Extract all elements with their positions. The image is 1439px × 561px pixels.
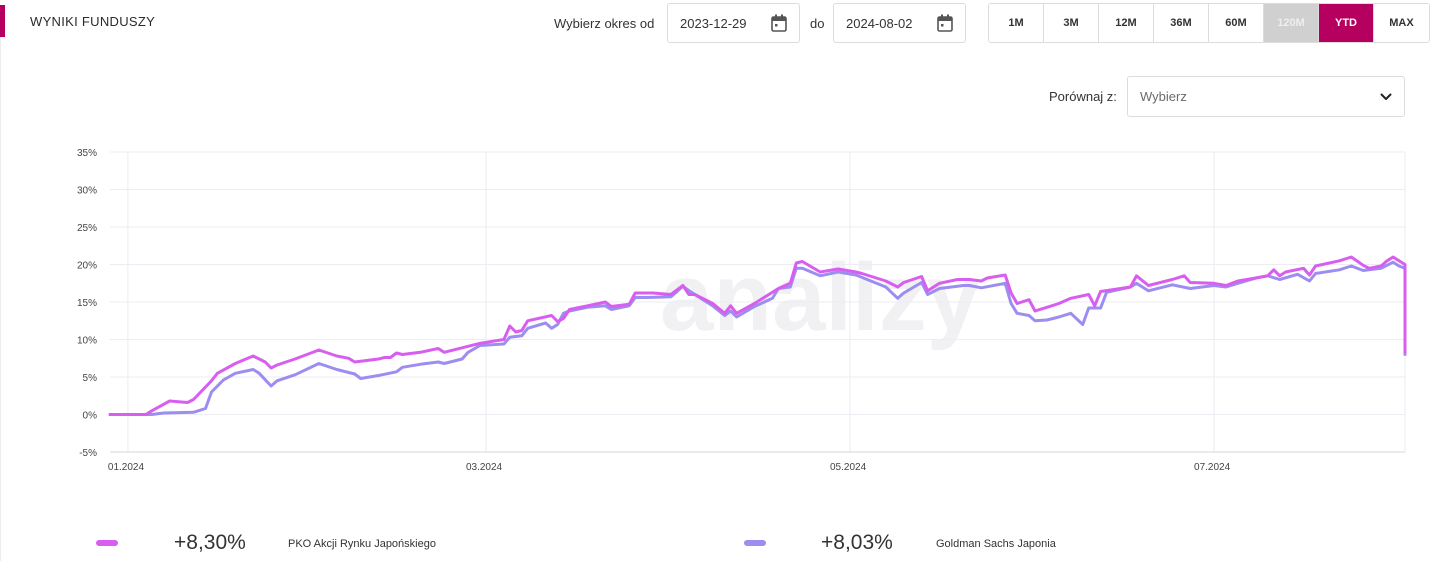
- period-button-120m[interactable]: 120M: [1264, 4, 1319, 42]
- period-button-1m[interactable]: 1M: [989, 4, 1044, 42]
- chevron-down-icon: [1380, 93, 1392, 100]
- legend-swatch: [744, 540, 766, 546]
- y-tick-label: 15%: [77, 298, 97, 309]
- legend-fund-name: PKO Akcji Rynku Japońskiego: [288, 538, 436, 550]
- period-selector: 1M 3M 12M 36M 60M 120M YTD MAX: [988, 3, 1430, 43]
- calendar-icon[interactable]: [937, 14, 953, 32]
- legend-return-value: +8,30%: [174, 531, 246, 554]
- y-tick-label: 35%: [77, 148, 97, 159]
- compare-label: Porównaj z:: [1049, 89, 1117, 104]
- panel-left-border: [0, 37, 1, 561]
- y-tick-label: 5%: [83, 373, 98, 384]
- x-tick-label: 03.2024: [466, 462, 503, 473]
- legend-item-goldman[interactable]: +8,03% Goldman Sachs Japonia: [744, 528, 1144, 558]
- y-tick-label: 20%: [77, 261, 97, 272]
- period-button-max[interactable]: MAX: [1374, 4, 1429, 42]
- date-to-label: do: [810, 16, 825, 31]
- date-from-label: Wybierz okres od: [554, 16, 655, 31]
- series-line-pko-akcji-rynku-japo-skiego: [108, 255, 1407, 416]
- x-tick-label: 05.2024: [830, 462, 867, 473]
- x-tick-label: 07.2024: [1194, 462, 1231, 473]
- legend-item-pko[interactable]: +8,30% PKO Akcji Rynku Japońskiego: [96, 528, 496, 558]
- watermark-text: analizy: [660, 244, 980, 351]
- section-title: WYNIKI FUNDUSZY: [30, 14, 156, 29]
- y-tick-label: 30%: [77, 186, 97, 197]
- y-tick-label: 25%: [77, 223, 97, 234]
- legend-return-value: +8,03%: [821, 531, 893, 554]
- date-to-value: 2024-08-02: [846, 15, 913, 31]
- y-tick-label: 0%: [83, 411, 98, 422]
- period-button-36m[interactable]: 36M: [1154, 4, 1209, 42]
- legend-swatch: [96, 540, 118, 546]
- date-from-field[interactable]: 2023-12-29: [667, 3, 800, 43]
- period-button-ytd[interactable]: YTD: [1319, 4, 1374, 42]
- calendar-icon[interactable]: [771, 14, 787, 32]
- date-from-value: 2023-12-29: [680, 15, 747, 31]
- section-accent-bar: [0, 5, 5, 37]
- period-button-3m[interactable]: 3M: [1044, 4, 1099, 42]
- compare-select-value: Wybierz: [1140, 89, 1187, 104]
- y-tick-label: 10%: [77, 336, 97, 347]
- period-button-60m[interactable]: 60M: [1209, 4, 1264, 42]
- legend-fund-name: Goldman Sachs Japonia: [936, 538, 1056, 550]
- date-to-field[interactable]: 2024-08-02: [833, 3, 966, 43]
- period-button-12m[interactable]: 12M: [1099, 4, 1154, 42]
- performance-chart: analizy -5% 0% 5% 10% 15% 20% 25% 30% 35% 01.2024 0…: [77, 148, 1407, 473]
- x-tick-label: 01.2024: [108, 462, 145, 473]
- y-tick-label: -5%: [79, 448, 97, 459]
- compare-select[interactable]: Wybierz: [1127, 76, 1405, 117]
